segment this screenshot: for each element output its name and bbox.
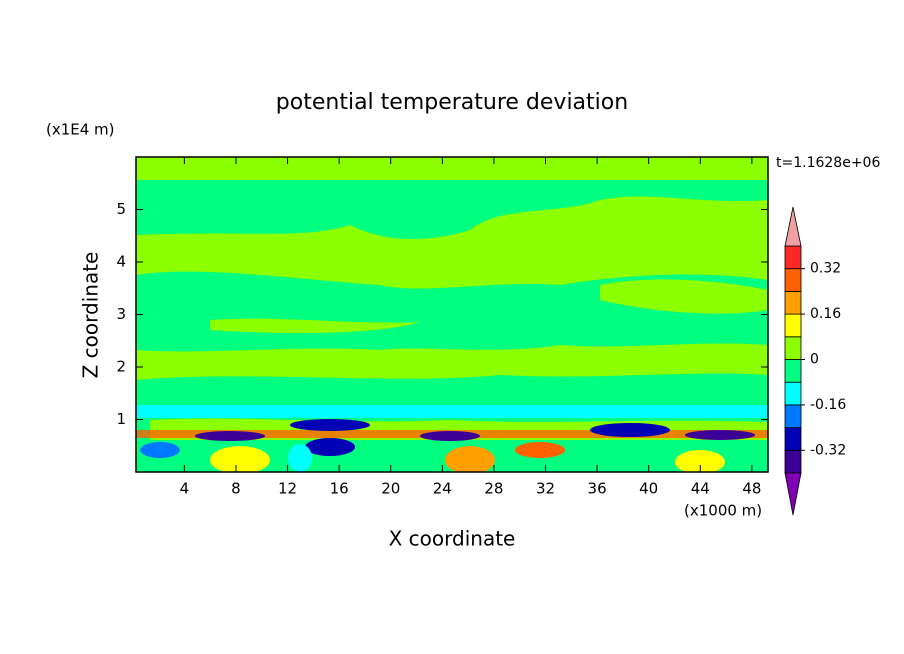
y-tick-label: 5 — [116, 200, 126, 218]
colorbar-box — [784, 359, 802, 383]
colorbar-box — [784, 313, 802, 338]
y-tick-label: 3 — [116, 305, 126, 323]
y-axis-label: Z coordinate — [79, 252, 103, 379]
x-tick-label: 4 — [180, 480, 190, 498]
y-tick-label: 1 — [116, 410, 126, 428]
x-tick-label: 40 — [639, 480, 658, 498]
colorbar-tick-label: 0 — [810, 352, 819, 368]
x-tick-label: 8 — [231, 480, 241, 498]
x-tick-label: 36 — [588, 480, 607, 498]
x-tick-label: 20 — [381, 480, 400, 498]
colorbar-box — [784, 381, 802, 406]
colorbar-box — [784, 290, 802, 315]
x-axis-label: X coordinate — [389, 527, 516, 551]
x-tick-label: 44 — [691, 480, 710, 498]
x-tick-label: 16 — [330, 480, 349, 498]
colorbar-tick-label: -0.32 — [810, 442, 846, 458]
chart-title: potential temperature deviation — [276, 90, 628, 115]
y-tick-label: 2 — [116, 358, 126, 376]
colorbar-box — [784, 245, 802, 270]
x-tick-label: 28 — [484, 480, 503, 498]
colorbar-under — [784, 472, 802, 516]
y-tick-label: 4 — [116, 253, 126, 271]
colorbar-box — [784, 449, 802, 474]
colorbar-over — [784, 206, 802, 247]
colorbar-tick-label: 0.32 — [810, 261, 841, 277]
colorbar-box — [784, 427, 802, 451]
y-unit: (x1E4 m) — [46, 121, 115, 139]
colorbar-box — [784, 336, 802, 360]
x-tick-label: 48 — [742, 480, 761, 498]
x-unit: (x1000 m) — [684, 502, 762, 520]
colorbar-tick-label: 0.16 — [810, 306, 841, 322]
colorbar-box — [784, 404, 802, 428]
x-tick-label: 32 — [536, 480, 555, 498]
colorbar-tick-label: -0.16 — [810, 397, 846, 413]
colorbar-box — [784, 268, 802, 292]
time-label: t=1.1628e+06 — [776, 155, 880, 171]
x-tick-label: 24 — [433, 480, 452, 498]
contour-field — [136, 157, 768, 472]
x-tick-label: 12 — [278, 480, 297, 498]
